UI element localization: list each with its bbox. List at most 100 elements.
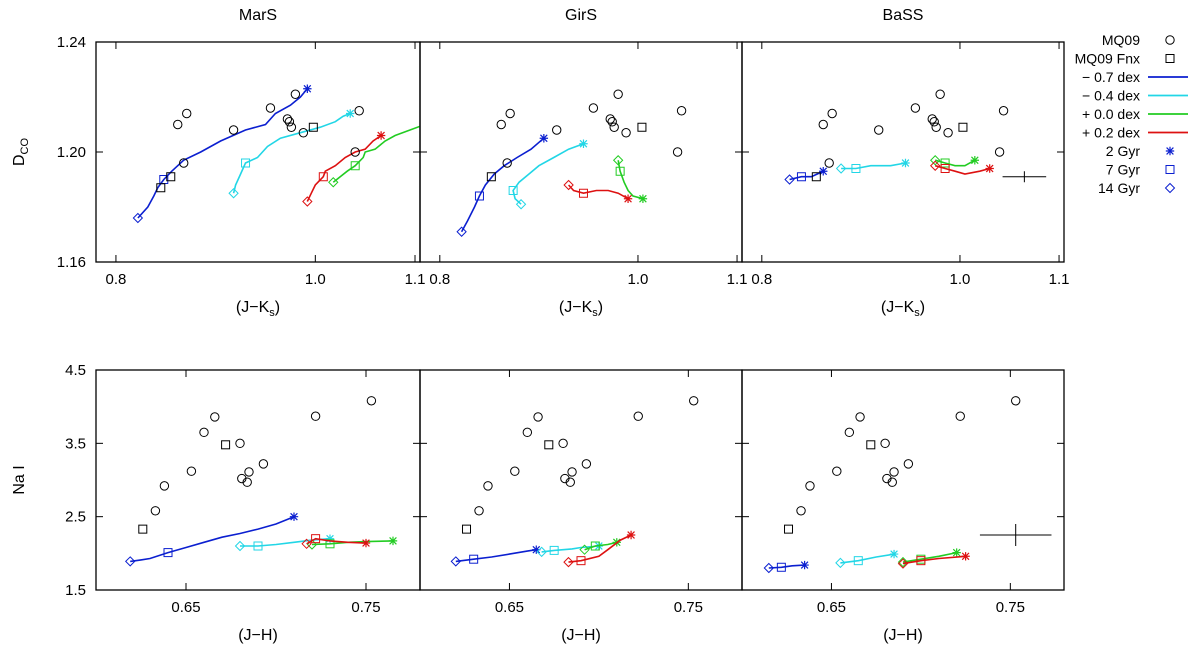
age-14gyr-marker — [929, 155, 941, 166]
track-line-p00 — [332, 125, 420, 183]
age-7gyr-marker — [576, 556, 586, 566]
x-tick-label: 0.65 — [495, 599, 524, 616]
mq09-point — [182, 108, 192, 119]
age-2gyr-marker — [638, 194, 648, 203]
age-7gyr-marker — [350, 161, 360, 171]
x-axis-label-sub: s — [592, 307, 598, 319]
y-axis-label: DCO — [11, 138, 31, 167]
mq09-point — [290, 89, 301, 99]
age-2gyr-marker — [889, 549, 899, 559]
mq09-point — [1011, 396, 1021, 406]
track-line-m04 — [840, 553, 895, 564]
x-axis-label: (J−Ks) — [881, 299, 925, 319]
mq09-point — [880, 438, 890, 449]
age-7gyr-marker — [253, 541, 263, 551]
mq09-point — [910, 103, 921, 113]
legend-label-mq09: MQ09 — [1102, 32, 1140, 48]
mq09-point — [496, 119, 506, 130]
legend: MQ09 MQ09 Fnx − 0.7 dex − 0.4 dex + 0.0 dex +… — [1075, 32, 1188, 196]
mq09-fnx-point — [544, 440, 554, 450]
age-2gyr-marker — [623, 194, 633, 203]
track-line-p02 — [306, 134, 382, 202]
track-line-p02 — [568, 184, 629, 200]
track-line-p02 — [902, 555, 966, 565]
mq09-point — [874, 125, 884, 135]
y-tick-label: 3.5 — [65, 435, 86, 452]
age-7gyr-marker — [163, 548, 173, 558]
legend-label-g2: 2 Gyr — [1106, 143, 1141, 159]
mq09-point — [286, 122, 297, 132]
x-tick-label: 0.8 — [751, 271, 772, 288]
panel-frame — [95, 41, 421, 263]
mq09-point — [173, 119, 183, 130]
y-axis-label: Na I — [11, 465, 28, 494]
mq09-point — [282, 114, 293, 124]
age-2gyr-marker — [961, 552, 970, 561]
age-14gyr-marker — [132, 212, 144, 224]
age-14gyr-marker — [612, 155, 624, 166]
column-title: MarS — [239, 7, 277, 24]
age-14gyr-marker — [515, 199, 527, 210]
mq09-point — [824, 158, 834, 168]
legend-label-g14: 14 Gyr — [1098, 180, 1140, 196]
mq09-point — [621, 128, 631, 138]
age-14gyr-marker — [450, 556, 461, 567]
panel-1: 0.8 1.0 1.1 1.16 1.20 1.24 MarS (J−Ks) DCO — [11, 7, 439, 319]
mq09-point — [210, 412, 220, 422]
track-line-m07 — [768, 564, 805, 569]
age-14gyr-marker — [835, 557, 846, 569]
data-layer — [763, 396, 1052, 574]
age-14gyr-marker — [302, 196, 313, 207]
legend-label-fnx: MQ09 Fnx — [1075, 51, 1140, 67]
age-14gyr-marker — [897, 558, 909, 569]
mq09-point — [199, 427, 209, 438]
x-tick-label: 1.1 — [1049, 271, 1070, 288]
mq09-point — [567, 467, 577, 477]
track-line-p02 — [306, 537, 367, 545]
mq09-fnx-point — [138, 524, 148, 534]
age-7gyr-marker — [549, 545, 559, 555]
mq09-fnx-point — [462, 524, 472, 534]
age-2gyr-marker — [325, 534, 335, 543]
age-14gyr-marker — [784, 174, 795, 185]
age-2gyr-marker — [303, 84, 312, 93]
panel-4: 0.65 0.75 1.5 2.5 3.5 4.5 (J−H) Na I — [11, 362, 421, 644]
legend-label-p02: + 0.2 dex — [1082, 125, 1140, 141]
data-layer — [450, 396, 699, 568]
mq09-point — [474, 506, 484, 516]
mq09-point — [805, 481, 815, 491]
mq09-point — [179, 158, 189, 168]
x-axis-label-suffix: ) — [275, 299, 280, 316]
age-7gyr-marker — [241, 158, 251, 168]
panel-frame — [741, 369, 1065, 591]
age-2gyr-marker — [388, 536, 398, 546]
age-7gyr-marker — [311, 534, 321, 544]
mq09-point — [796, 506, 806, 516]
age-14gyr-marker — [563, 556, 574, 568]
x-tick-label: 0.75 — [996, 599, 1025, 616]
x-axis-label: (J−Ks) — [559, 299, 603, 319]
age-14gyr-marker — [563, 179, 574, 191]
mq09-point — [605, 114, 615, 124]
legend-label-p00: + 0.0 dex — [1082, 106, 1140, 122]
mq09-point — [565, 477, 575, 487]
mq09-point — [483, 481, 493, 491]
mq09-point — [929, 117, 939, 127]
mq09-point — [998, 106, 1009, 116]
mq09-point — [298, 128, 309, 138]
age-2gyr-marker — [431, 112, 439, 120]
mq09-fnx-point — [221, 440, 231, 450]
age-2gyr-marker — [901, 158, 910, 168]
age-2gyr-marker — [346, 109, 355, 118]
legend-label-m04: − 0.4 dex — [1082, 88, 1140, 104]
age-7gyr-marker — [508, 186, 518, 195]
column-title: BaSS — [883, 7, 924, 24]
mq09-fnx-point — [637, 122, 647, 132]
y-tick-label: 1.24 — [57, 34, 86, 51]
y-tick-label: 1.16 — [57, 254, 86, 271]
age-2gyr-marker — [376, 131, 386, 140]
panels: 0.8 1.0 1.1 1.16 1.20 1.24 MarS (J−Ks) DCO 0.8 1.0… — [11, 7, 1069, 644]
x-axis-label-suffix: ) — [920, 299, 925, 316]
mq09-fnx-point — [958, 122, 968, 132]
x-tick-label: 1.0 — [950, 271, 971, 288]
